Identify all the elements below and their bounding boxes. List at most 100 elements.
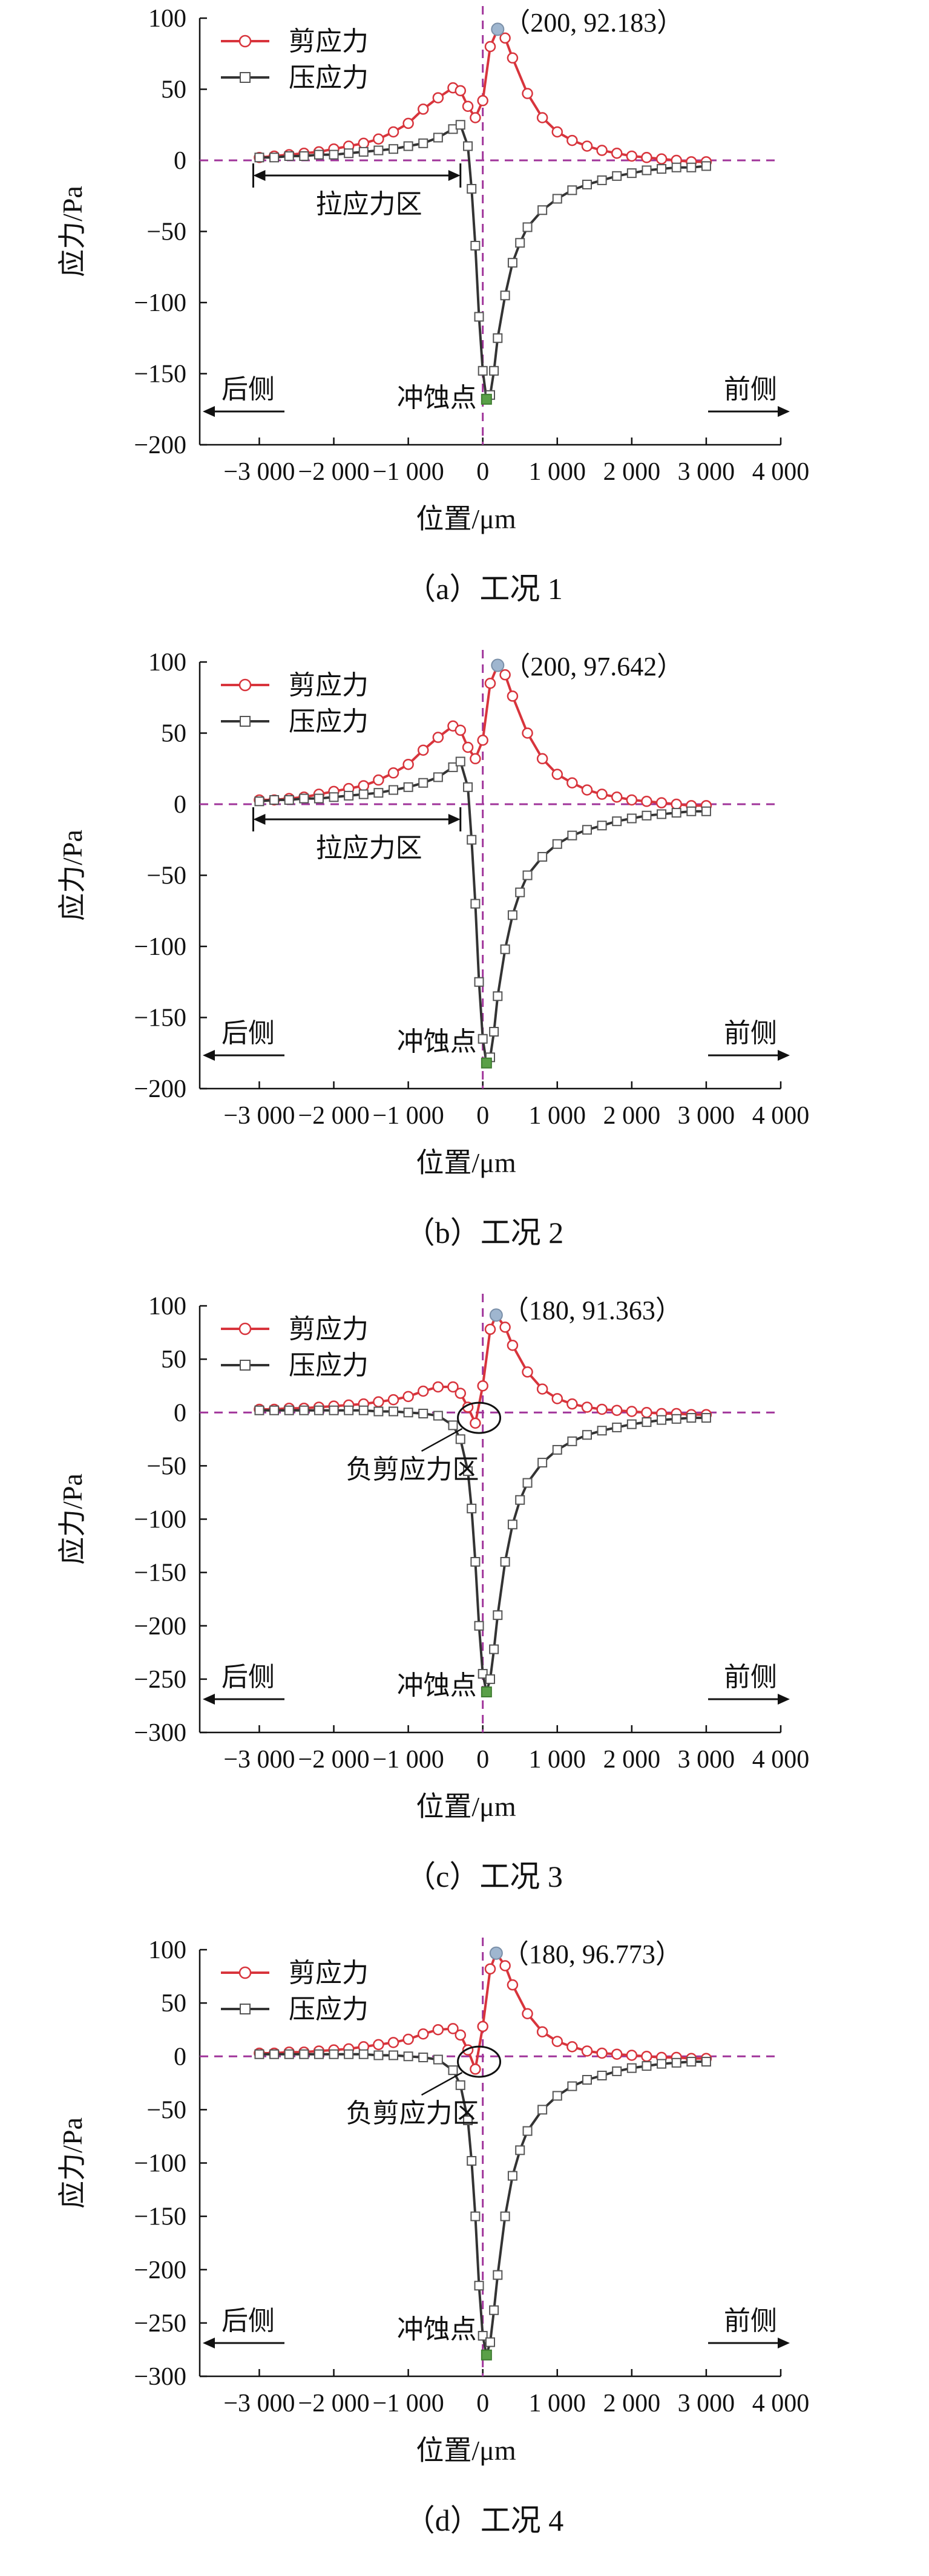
pressure-data-point — [515, 238, 525, 248]
x-tick-label: 1 000 — [529, 2390, 586, 2417]
y-tick-label: −250 — [134, 1666, 186, 1694]
shear-data-point — [455, 2029, 467, 2041]
pressure-data-point — [358, 2049, 369, 2059]
y-axis-label: 应力/Pa — [57, 2117, 88, 2209]
shear-data-point — [641, 152, 652, 163]
y-tick-label: −150 — [134, 361, 186, 388]
pressure-data-point — [254, 2049, 264, 2059]
x-tick-label: 1 000 — [529, 1102, 586, 1130]
pressure-data-point — [389, 785, 398, 795]
pressure-data-point — [433, 1411, 443, 1421]
legend-shear-label: 剪应力 — [289, 1958, 369, 1988]
pressure-data-point — [313, 149, 324, 160]
pressure-data-point — [701, 806, 711, 816]
legend-pressure-label: 压应力 — [289, 1994, 369, 2024]
shear-data-point — [551, 2036, 563, 2047]
pressure-data-point — [418, 1409, 428, 1419]
negative-shear-zone-ellipse — [457, 1401, 502, 1434]
pressure-data-point — [433, 133, 443, 143]
shear-data-point — [373, 133, 384, 145]
shear-data-point — [596, 1403, 608, 1415]
x-tick-label: 0 — [476, 1746, 489, 1774]
pressure-data-point — [467, 1503, 477, 1513]
shear-data-point — [373, 2039, 384, 2051]
x-tick-label: 0 — [476, 2390, 489, 2417]
legend-pressure-label: 压应力 — [289, 707, 369, 736]
x-tick-label: −3 000 — [223, 2390, 295, 2417]
y-tick-label: −250 — [134, 2310, 186, 2338]
pressure-data-point — [485, 2337, 495, 2347]
shear-data-point — [462, 741, 474, 753]
shear-data-point — [596, 2047, 608, 2059]
shear-data-point — [387, 2037, 399, 2048]
shear-data-point — [655, 797, 668, 808]
legend-shear-label: 剪应力 — [289, 27, 369, 56]
pressure-data-point — [642, 2061, 652, 2071]
pressure-data-point — [478, 1034, 488, 1044]
peak-annotation: （200, 97.642） — [504, 652, 683, 681]
pressure-data-point — [329, 2049, 339, 2059]
pressure-data-point — [470, 241, 481, 251]
pressure-data-point — [642, 810, 652, 821]
legend-shear-marker — [238, 1966, 252, 1979]
pressure-data-point — [657, 809, 667, 819]
shear-data-point — [536, 753, 548, 765]
y-tick-label: −300 — [134, 2363, 186, 2391]
pressure-data-point — [474, 1621, 484, 1631]
pressure-data-point — [567, 2081, 577, 2091]
pressure-data-point — [448, 1420, 458, 1431]
pressure-data-point — [597, 2070, 607, 2080]
pressure-minimum-highlight — [481, 1686, 492, 1698]
y-tick-label: 100 — [148, 1936, 186, 1964]
x-tick-label: 4 000 — [752, 2390, 810, 2417]
y-axis-label: 应力/Pa — [57, 830, 88, 921]
x-tick-label: −2 000 — [298, 2390, 369, 2417]
shear-peak-highlight — [489, 1946, 503, 1960]
shear-data-point — [641, 1407, 652, 1418]
pressure-data-point — [403, 2051, 413, 2062]
back-side-arrow-head — [203, 406, 215, 417]
pressure-data-point — [299, 793, 309, 804]
x-tick-label: 3 000 — [678, 2390, 735, 2417]
tension-zone-label: 拉应力区 — [316, 189, 422, 219]
pressure-data-point — [329, 1405, 339, 1415]
pressure-data-point — [373, 1406, 384, 1417]
pressure-data-point — [299, 151, 309, 161]
pressure-data-point — [284, 2049, 294, 2059]
pressure-data-point — [373, 145, 384, 156]
pressure-data-point — [489, 365, 499, 376]
pressure-data-point — [567, 830, 577, 841]
figure-caption: （c）工况 3 — [405, 1860, 563, 1893]
pressure-data-point — [642, 165, 652, 175]
tension-zone-arrow-head-right — [448, 170, 461, 181]
shear-data-point — [611, 1404, 623, 1416]
pressure-data-point — [507, 2171, 517, 2181]
y-tick-label: −150 — [134, 1005, 186, 1032]
shear-data-point — [417, 103, 429, 115]
legend-shear-label: 剪应力 — [289, 1314, 369, 1344]
x-tick-label: 3 000 — [678, 1102, 735, 1130]
shear-data-point — [499, 1960, 511, 1971]
shear-data-point — [417, 1385, 429, 1397]
pressure-data-point — [403, 782, 413, 792]
pressure-data-point — [448, 762, 458, 772]
pressure-data-point — [254, 152, 264, 163]
pressure-data-point — [537, 1458, 548, 1468]
shear-data-point — [507, 52, 519, 64]
legend-pressure-label: 压应力 — [289, 1351, 369, 1380]
pressure-data-point — [522, 222, 533, 232]
pressure-data-point — [478, 2331, 488, 2341]
pressure-data-point — [493, 333, 503, 343]
x-tick-label: 2 000 — [603, 458, 661, 486]
shear-data-point — [566, 777, 578, 788]
peak-annotation: （180, 91.363） — [502, 1296, 682, 1325]
pressure-minimum-highlight — [481, 2349, 492, 2361]
front-side-label: 前侧 — [724, 375, 777, 404]
series-line-pressure — [259, 1409, 706, 1693]
shear-data-point — [522, 727, 533, 739]
chart-panel-b: 100 50 0 −50 −100 −150 −200 −3 000 −2 000 −1 000 0… — [0, 644, 929, 1288]
pressure-data-point — [507, 910, 517, 920]
pressure-data-point — [489, 2305, 499, 2315]
pressure-data-point — [537, 2105, 548, 2115]
shear-data-point — [447, 1381, 459, 1393]
